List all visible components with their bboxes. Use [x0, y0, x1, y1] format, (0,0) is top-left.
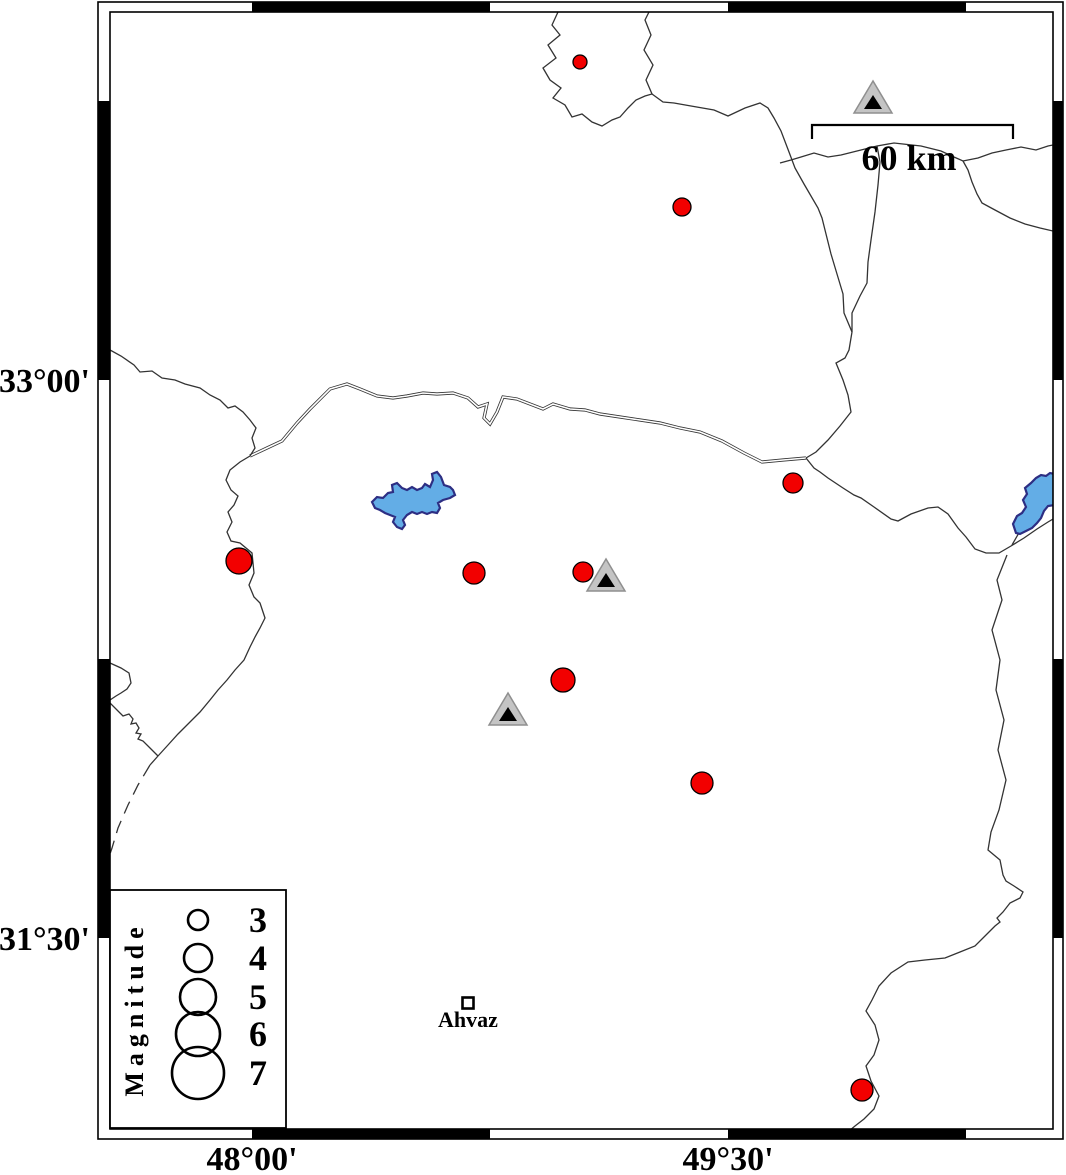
- earthquake-marker: [782, 472, 804, 494]
- earthquake-marker: [672, 197, 692, 217]
- earthquake-marker: [572, 561, 594, 583]
- boundary-line: [110, 662, 132, 701]
- lake: [370, 470, 457, 531]
- legend-magnitude-label: 3: [249, 900, 267, 940]
- legend-magnitude-label: 4: [249, 938, 267, 978]
- frame-segment-top: [728, 2, 966, 12]
- frame-segment-right: [1053, 101, 1063, 380]
- frame-segment-left: [98, 101, 110, 380]
- legend-magnitude-circle: [170, 1045, 226, 1101]
- legend-magnitude-label: 7: [249, 1053, 267, 1093]
- frame-segment-bottom: [252, 1129, 490, 1139]
- earthquake-marker: [462, 561, 486, 585]
- legend-magnitude-circle: [174, 1010, 222, 1058]
- boundary-line-inner: [249, 383, 807, 463]
- frame-segment-left: [98, 659, 110, 938]
- boundary-line: [110, 349, 257, 457]
- latitude-label: 31°30': [0, 921, 90, 958]
- station-marker-core: [499, 707, 517, 721]
- city-marker-ahvaz: [461, 996, 475, 1010]
- map-frame-inner: [109, 11, 1054, 1130]
- boundary-line: [651, 93, 853, 459]
- boundary-line: [542, 12, 654, 127]
- legend-magnitude-circle: [186, 908, 210, 932]
- longitude-label: 49°30': [682, 1141, 773, 1175]
- legend-magnitude-label: 5: [249, 977, 267, 1017]
- map-interior: Ahvaz 60 km: [110, 12, 1053, 1129]
- station-marker-core: [597, 573, 615, 587]
- earthquake-marker: [850, 1078, 874, 1102]
- scale-bar: [810, 123, 1015, 139]
- boundary-line: [962, 160, 1053, 232]
- longitude-label: 48°00': [206, 1141, 297, 1175]
- boundary-line-outer: [249, 382, 807, 464]
- boundary-line: [851, 145, 881, 332]
- station-marker-core: [864, 95, 882, 109]
- boundary-line: [110, 702, 159, 757]
- boundary-line: [850, 554, 1024, 1129]
- latitude-label: 33°00': [0, 363, 90, 400]
- scale-bar-label: 60 km: [861, 138, 956, 178]
- boundary-line: [779, 142, 1053, 164]
- earthquake-marker: [690, 771, 714, 795]
- legend-magnitude-circle: [182, 942, 214, 974]
- frame-segment-right: [1053, 659, 1063, 938]
- legend-magnitude-label: 6: [249, 1014, 267, 1054]
- map-frame-outer: [97, 1, 1064, 1140]
- earthquake-marker: [572, 54, 588, 70]
- legend-magnitude-circle: [178, 977, 218, 1017]
- lake: [1011, 471, 1053, 536]
- frame-segment-top: [252, 2, 490, 12]
- legend-title: Magnitude: [120, 921, 149, 1096]
- earthquake-marker: [550, 667, 576, 693]
- earthquake-marker: [225, 547, 253, 575]
- boundary-line: [805, 457, 1053, 554]
- frame-segment-bottom: [728, 1129, 966, 1139]
- boundary-line: [149, 455, 266, 766]
- boundary-line: [110, 764, 151, 857]
- city-label: Ahvaz: [438, 1007, 498, 1032]
